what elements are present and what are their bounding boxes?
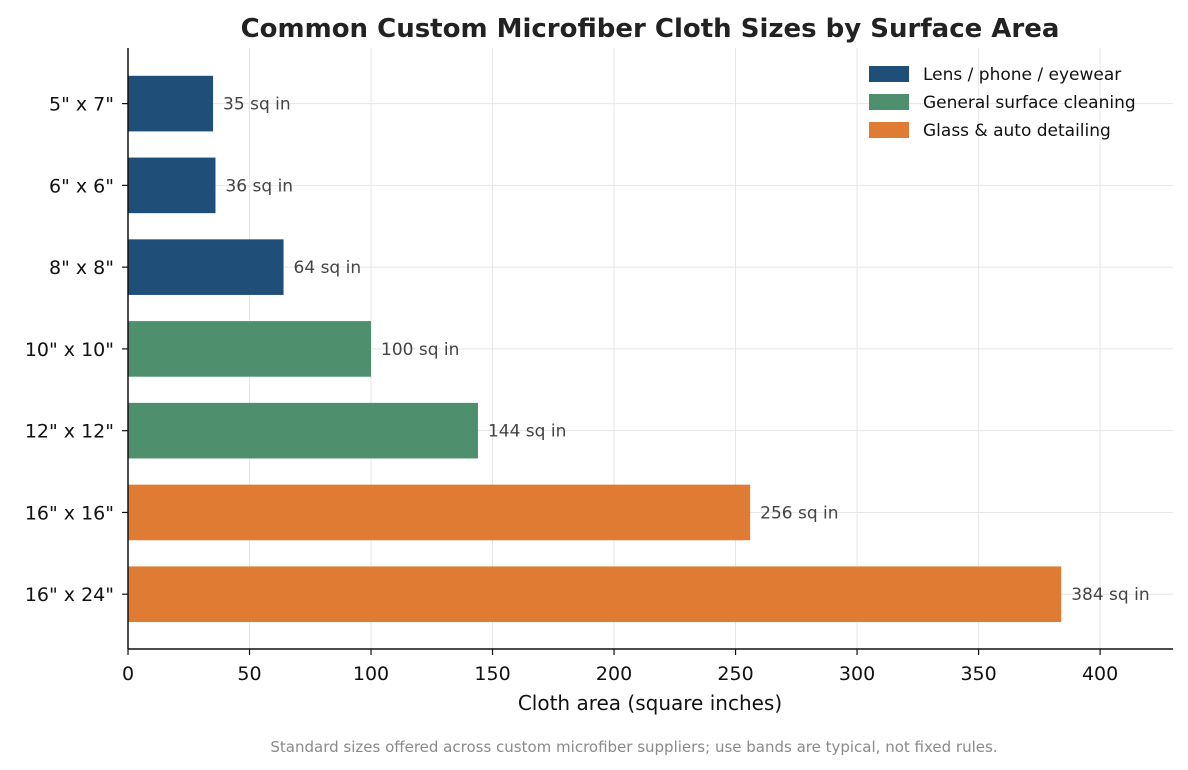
y-tick-label: 16" x 16" xyxy=(25,502,114,524)
bar-data-label: 384 sq in xyxy=(1071,585,1149,605)
y-tick-label: 16" x 24" xyxy=(25,584,114,606)
legend-swatch xyxy=(869,122,909,138)
bar xyxy=(128,566,1062,623)
axes: 5" x 7" 6" x 6" 8" x 8" 10" x 10" 12" x 12" 1… xyxy=(25,48,1173,685)
chart-title: Common Custom Microfiber Cloth Sizes by … xyxy=(241,14,1060,44)
bars: 35 sq in 36 sq in 64 sq in 100 sq in 144 sq … xyxy=(128,75,1150,623)
legend-label: General surface cleaning xyxy=(923,93,1136,113)
y-tick-label: 12" x 12" xyxy=(25,421,114,443)
legend: Lens / phone / eyewear General surface cl… xyxy=(869,65,1136,141)
bar xyxy=(128,321,372,377)
x-tick-label: 250 xyxy=(717,663,753,685)
x-tick-label: 200 xyxy=(596,663,632,685)
x-axis-label: Cloth area (square inches) xyxy=(518,691,782,715)
bar xyxy=(128,402,478,459)
x-tick-label: 150 xyxy=(474,663,510,685)
x-tick-label: 0 xyxy=(122,663,134,685)
y-tick-label: 6" x 6" xyxy=(49,175,114,197)
bar xyxy=(128,484,751,541)
grid-lines xyxy=(127,48,1173,649)
y-tick-label: 10" x 10" xyxy=(25,339,114,361)
bar xyxy=(128,75,214,132)
y-tick-label: 8" x 8" xyxy=(49,257,114,279)
bar-data-label: 36 sq in xyxy=(225,176,293,196)
x-tick-label: 100 xyxy=(353,663,389,685)
bar xyxy=(128,239,284,295)
x-tick-label: 400 xyxy=(1082,663,1118,685)
bar-data-label: 64 sq in xyxy=(294,258,362,278)
chart-footnote: Standard sizes offered across custom mic… xyxy=(270,738,997,756)
x-tick-label: 50 xyxy=(237,663,261,685)
legend-swatch xyxy=(869,94,909,110)
x-tick-label: 300 xyxy=(839,663,875,685)
bar xyxy=(128,157,216,214)
legend-label: Lens / phone / eyewear xyxy=(923,65,1121,85)
x-tick-label: 350 xyxy=(960,663,996,685)
y-tick-label: 5" x 7" xyxy=(49,94,114,116)
legend-label: Glass & auto detailing xyxy=(923,121,1111,141)
bar-data-label: 256 sq in xyxy=(760,503,838,523)
bar-data-label: 144 sq in xyxy=(488,422,566,442)
legend-swatch xyxy=(869,66,909,82)
bar-data-label: 35 sq in xyxy=(223,95,291,115)
bar-data-label: 100 sq in xyxy=(381,340,459,360)
